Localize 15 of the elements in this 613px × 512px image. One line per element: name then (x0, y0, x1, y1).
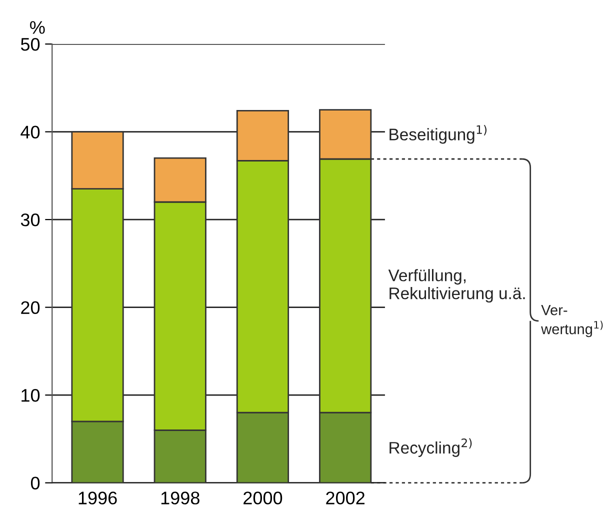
x-tick-label: 2000 (244, 492, 282, 504)
y-tick-label: 20 (21, 301, 40, 314)
y-tick-label: 30 (20, 213, 40, 226)
x-tick-label: 1996 (78, 492, 117, 504)
y-tick-label: 10 (22, 388, 40, 402)
series-label: Beseitigung$^{1)}$ (390, 125, 486, 144)
text: Ver- wertung$^{1)}$ (541, 305, 603, 338)
series-label: Recycling$^{2)}$ (390, 438, 472, 457)
y-tick-label: 50 (20, 38, 40, 51)
y-tick-label: 0 (30, 476, 40, 490)
x-tick-label: 1998 (161, 492, 200, 504)
y-tick-label: 40 (20, 126, 40, 139)
x-tick-label: 2002 (326, 492, 364, 504)
y-axis-title: % (30, 21, 45, 34)
series-label: Verfüllung, Rekultivierung u.ä. (388, 269, 525, 303)
